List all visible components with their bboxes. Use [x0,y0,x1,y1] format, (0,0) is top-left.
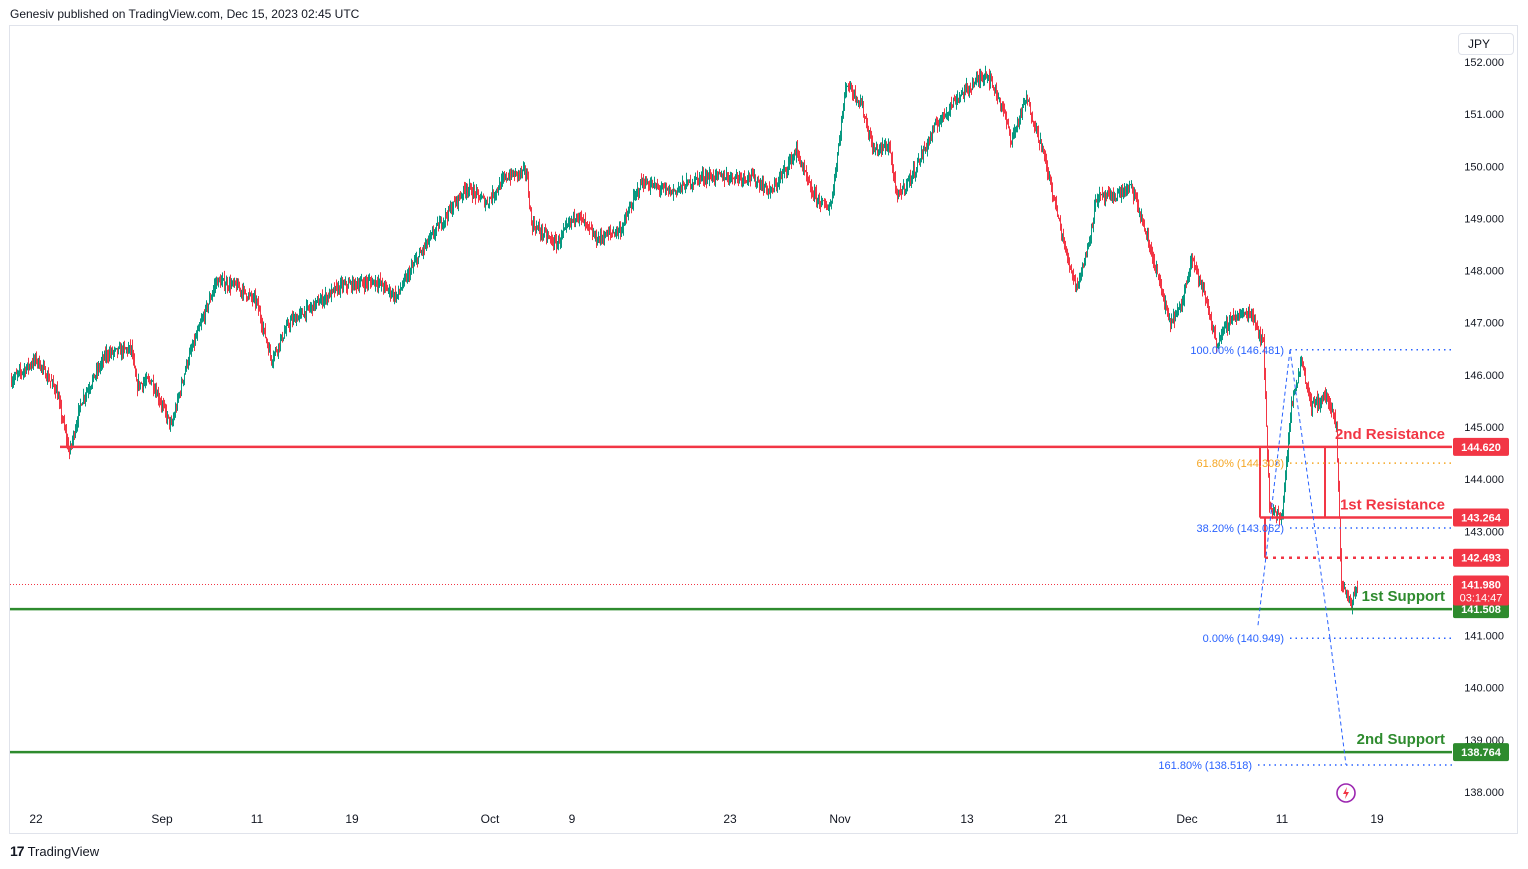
currency-button[interactable]: JPY [1458,33,1514,55]
tradingview-logo-icon: 17 [10,843,25,859]
chart-frame [9,25,1518,834]
tradingview-footer[interactable]: 17 TradingView [10,843,99,859]
tradingview-brand: TradingView [27,843,100,859]
published-header: Genesiv published on TradingView.com, De… [10,7,360,21]
